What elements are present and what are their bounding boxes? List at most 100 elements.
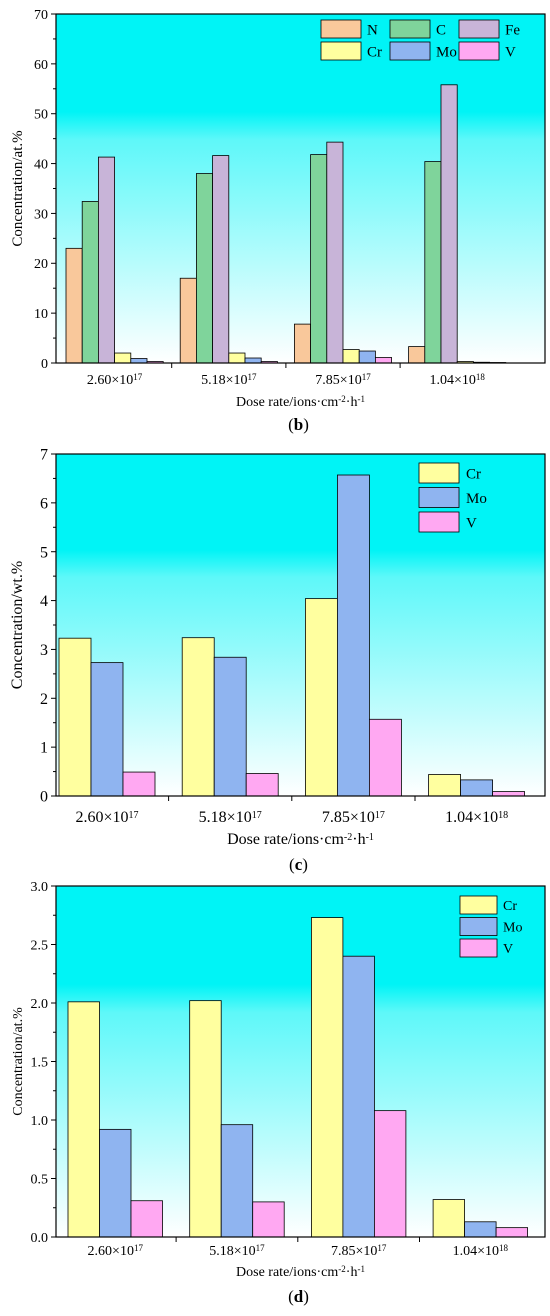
bar-N-1 xyxy=(179,277,197,364)
y-tick-label: 4 xyxy=(40,593,48,610)
y-tick-label: 3 xyxy=(40,642,48,659)
legend-swatch-Cr xyxy=(418,462,460,484)
legend-swatch-Cr xyxy=(459,895,498,915)
y-tick-label: 60 xyxy=(34,58,48,73)
y-axis-title: Concentration/at.% xyxy=(11,1007,26,1116)
bar-Cr-3 xyxy=(432,1199,466,1238)
bar-Mo-0 xyxy=(130,358,148,364)
y-tick-label: 50 xyxy=(34,108,48,123)
legend-swatch-Mo xyxy=(389,41,431,61)
y-tick-label: 0 xyxy=(41,357,48,372)
legend-label-N: N xyxy=(367,22,378,38)
y-tick-label: 40 xyxy=(34,157,48,172)
bar-C-1 xyxy=(195,173,213,364)
bar-V-0 xyxy=(122,771,156,797)
x-tick-label: 1.04×1018 xyxy=(445,809,508,826)
x-tick-label: 7.85×1017 xyxy=(315,372,371,388)
bar-V-2 xyxy=(374,357,392,364)
chart-panel-1: 0 1 2 3 4 5 6 7 2.60×1017 5.18×1017 7.85×1017 1.04×… xyxy=(9,447,546,874)
legend-swatch-V xyxy=(458,41,500,61)
bar-Mo-3 xyxy=(464,1221,497,1238)
bar-V-1 xyxy=(245,773,279,797)
bar-Mo-2 xyxy=(358,350,376,364)
x-tick-label: 1.04×1018 xyxy=(453,1243,509,1259)
bar-Mo-1 xyxy=(220,1124,254,1238)
bar-Fe-3 xyxy=(440,84,458,364)
legend-swatch-Mo xyxy=(418,487,460,508)
bar-Mo-2 xyxy=(336,474,370,797)
legend-label-V: V xyxy=(466,515,477,531)
legend-label-V: V xyxy=(503,942,513,957)
legend-label-Fe: Fe xyxy=(505,22,520,38)
x-tick-label: 5.18×1017 xyxy=(209,1243,265,1259)
bar-V-1 xyxy=(252,1201,285,1238)
y-tick-label: 6 xyxy=(40,495,48,512)
bar-Cr-2 xyxy=(310,917,344,1238)
x-tick-label: 2.60×1017 xyxy=(87,372,143,388)
bar-Cr-2 xyxy=(342,349,360,364)
y-tick-label: 2 xyxy=(40,691,48,708)
y-tick-label: 3.0 xyxy=(31,880,49,895)
legend-swatch-N xyxy=(320,19,362,39)
legend-label-Mo: Mo xyxy=(503,920,522,935)
plot-background xyxy=(56,454,545,796)
x-tick-label: 7.85×1017 xyxy=(331,1243,387,1259)
x-tick-label: 5.18×1017 xyxy=(199,809,262,826)
legend: Cr Mo V xyxy=(459,895,522,958)
y-tick-label: 0.0 xyxy=(31,1231,49,1246)
legend: N C Fe Cr Mo V xyxy=(320,19,520,61)
x-tick-label: 1.04×1018 xyxy=(429,372,485,388)
x-tick-label: 2.60×1017 xyxy=(75,809,138,826)
bar-V-3 xyxy=(492,791,526,797)
bar-C-3 xyxy=(424,161,442,364)
legend: Cr Mo V xyxy=(418,462,487,533)
y-axis-title: Concentration/wt.% xyxy=(9,561,26,689)
bar-Cr-1 xyxy=(228,352,246,364)
bar-Mo-0 xyxy=(90,662,124,797)
bar-V-2 xyxy=(368,718,402,797)
x-axis-title: Dose rate/ions·cm-2·h-1 xyxy=(236,1264,365,1280)
legend-swatch-V xyxy=(459,938,498,958)
bar-Mo-0 xyxy=(99,1128,132,1238)
y-tick-label: 2.0 xyxy=(31,997,49,1012)
panel-label: (c) xyxy=(289,855,308,874)
bar-Fe-2 xyxy=(326,141,344,364)
bar-Cr-0 xyxy=(67,1001,100,1238)
panel-label: (b) xyxy=(288,415,309,434)
x-axis-title: Dose rate/ions·cm-2·h-1 xyxy=(236,394,365,410)
legend-swatch-Mo xyxy=(459,917,498,936)
bar-Cr-1 xyxy=(189,1000,222,1238)
legend-label-Cr: Cr xyxy=(466,466,481,482)
bar-Mo-1 xyxy=(213,656,247,797)
legend-label-C: C xyxy=(436,22,446,38)
y-tick-label: 1.0 xyxy=(31,1114,49,1129)
y-tick-label: 2.5 xyxy=(31,938,49,953)
x-tick-label: 5.18×1017 xyxy=(201,372,257,388)
bar-C-0 xyxy=(81,201,99,364)
bar-Mo-3 xyxy=(460,779,494,797)
legend-label-Cr: Cr xyxy=(503,899,517,914)
y-axis-title: Concentration/at.% xyxy=(10,130,26,246)
y-tick-label: 0 xyxy=(40,789,48,806)
bar-Cr-1 xyxy=(181,637,215,797)
x-axis-title: Dose rate/ions·cm-2·h-1 xyxy=(227,831,374,848)
bar-N-3 xyxy=(408,346,426,364)
legend-swatch-Cr xyxy=(320,41,362,61)
chart-panel-2: 0.0 0.5 1.0 1.5 2.0 2.5 3.0 2.60×1017 5.18×1017 7… xyxy=(11,880,546,1306)
chart-panel-0: 0 10 20 30 40 50 60 70 2.60×1017 5.18×1017 7.85×10… xyxy=(10,8,546,434)
bar-Mo-1 xyxy=(244,357,262,364)
legend-swatch-Fe xyxy=(458,19,500,39)
bar-Mo-2 xyxy=(342,955,375,1238)
y-tick-label: 1.5 xyxy=(31,1055,49,1070)
bar-V-2 xyxy=(373,1110,407,1238)
bar-Cr-3 xyxy=(428,774,462,797)
panel-label: (d) xyxy=(288,1287,309,1306)
legend-label-Cr: Cr xyxy=(367,44,382,60)
y-tick-label: 20 xyxy=(34,257,48,272)
y-tick-label: 0.5 xyxy=(31,1172,49,1187)
bar-Cr-2 xyxy=(304,598,338,797)
legend-label-Mo: Mo xyxy=(436,44,457,60)
bar-V-3 xyxy=(495,1227,529,1238)
plot-background xyxy=(56,14,545,363)
